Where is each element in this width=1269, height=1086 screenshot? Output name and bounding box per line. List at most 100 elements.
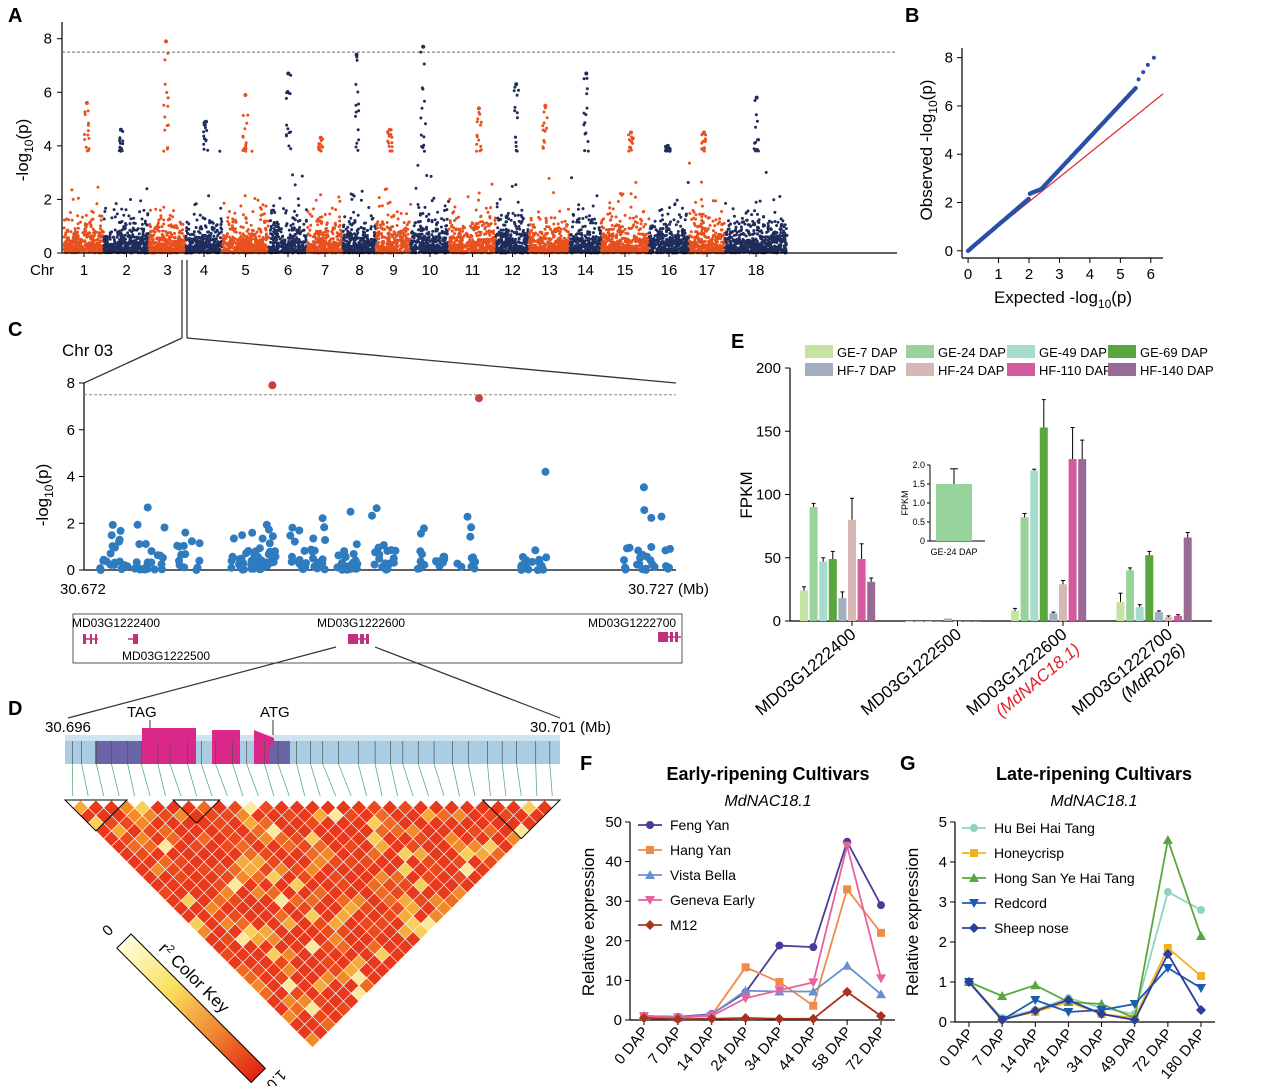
manhattan-point — [179, 239, 183, 243]
manhattan-point — [306, 210, 310, 213]
manhattan-point — [365, 239, 369, 243]
manhattan-point — [83, 113, 87, 116]
manhattan-point — [90, 209, 94, 213]
manhattan-point — [423, 235, 427, 239]
manhattan-point — [475, 142, 479, 146]
manhattan-point — [285, 222, 289, 226]
manhattan-point — [450, 246, 454, 250]
manhattan-point — [336, 238, 340, 241]
manhattan-point — [308, 212, 312, 216]
manhattan-point — [517, 236, 521, 240]
manhattan-point — [380, 241, 384, 244]
manhattan-point — [166, 231, 170, 235]
manhattan-point — [420, 86, 424, 90]
manhattan-point — [219, 236, 222, 240]
manhattan-point — [104, 206, 108, 210]
manhattan-point — [541, 146, 545, 150]
manhattan-point — [291, 173, 295, 177]
manhattan-point — [76, 214, 80, 218]
manhattan-point — [409, 244, 413, 248]
manhattan-point — [124, 222, 127, 226]
manhattan-point — [233, 211, 237, 215]
manhattan-point — [137, 232, 141, 236]
manhattan-point — [244, 149, 248, 153]
manhattan-point — [241, 213, 245, 217]
manhattan-point — [424, 122, 427, 126]
manhattan-point — [542, 110, 546, 114]
manhattan-point — [475, 120, 479, 124]
manhattan-point — [172, 209, 175, 213]
manhattan-point — [165, 91, 169, 94]
manhattan-point — [420, 232, 424, 236]
manhattan-point — [441, 238, 445, 242]
manhattan-point — [221, 243, 225, 247]
manhattan-point — [153, 241, 157, 245]
manhattan-point — [117, 220, 121, 224]
manhattan-point — [389, 149, 393, 153]
manhattan-point — [246, 228, 250, 232]
manhattan-point — [215, 246, 219, 250]
manhattan-point — [81, 231, 85, 235]
manhattan-point — [420, 145, 424, 148]
manhattan-point — [484, 206, 488, 210]
manhattan-point — [141, 240, 145, 244]
manhattan-point — [97, 231, 101, 235]
manhattan-point — [381, 245, 384, 249]
manhattan-point — [328, 238, 332, 242]
manhattan-point — [511, 211, 515, 215]
manhattan-point — [200, 240, 204, 244]
manhattan-point — [395, 224, 399, 227]
manhattan-point — [566, 207, 570, 211]
manhattan-point — [67, 247, 71, 251]
manhattan-point — [510, 184, 514, 188]
manhattan-point — [195, 218, 199, 222]
manhattan-point — [76, 196, 80, 200]
manhattan-point — [274, 230, 278, 234]
manhattan-point — [113, 215, 117, 219]
manhattan-point — [527, 249, 531, 253]
manhattan-point — [176, 239, 180, 242]
manhattan-point — [505, 233, 508, 237]
manhattan-point — [144, 249, 148, 253]
manhattan-point — [319, 193, 323, 197]
manhattan-point — [91, 227, 95, 231]
manhattan-point — [499, 236, 503, 240]
manhattan-point — [148, 234, 151, 238]
manhattan-point — [447, 227, 451, 231]
manhattan-point — [348, 222, 352, 226]
manhattan-point — [261, 242, 265, 245]
manhattan-point — [231, 217, 235, 221]
manhattan-point — [236, 249, 240, 253]
manhattan-point — [293, 183, 297, 187]
manhattan-point — [174, 245, 178, 249]
manhattan-point — [221, 249, 225, 253]
manhattan-point — [298, 219, 302, 222]
manhattan-point — [512, 248, 516, 252]
manhattan-point — [466, 195, 470, 199]
manhattan-point — [111, 249, 115, 253]
manhattan-point — [538, 230, 542, 234]
manhattan-point — [77, 245, 81, 249]
manhattan-point — [76, 222, 80, 226]
manhattan-point — [541, 248, 544, 252]
manhattan-point — [407, 238, 411, 242]
manhattan-point — [259, 218, 263, 222]
manhattan-point — [493, 222, 497, 226]
manhattan-point — [272, 227, 276, 231]
manhattan-point — [186, 249, 190, 253]
manhattan-point — [457, 215, 461, 219]
manhattan-point — [179, 243, 183, 247]
manhattan-point — [162, 205, 166, 209]
manhattan-point — [251, 210, 255, 214]
manhattan-point — [119, 148, 123, 152]
manhattan-point — [93, 245, 97, 249]
manhattan-point — [354, 114, 357, 118]
manhattan-point — [359, 226, 363, 229]
manhattan-point — [332, 240, 336, 244]
manhattan-point — [243, 127, 247, 131]
manhattan-point — [545, 116, 549, 120]
manhattan-point — [514, 140, 518, 144]
manhattan-point — [319, 149, 323, 153]
manhattan-point — [113, 240, 117, 244]
manhattan-point — [363, 241, 367, 245]
